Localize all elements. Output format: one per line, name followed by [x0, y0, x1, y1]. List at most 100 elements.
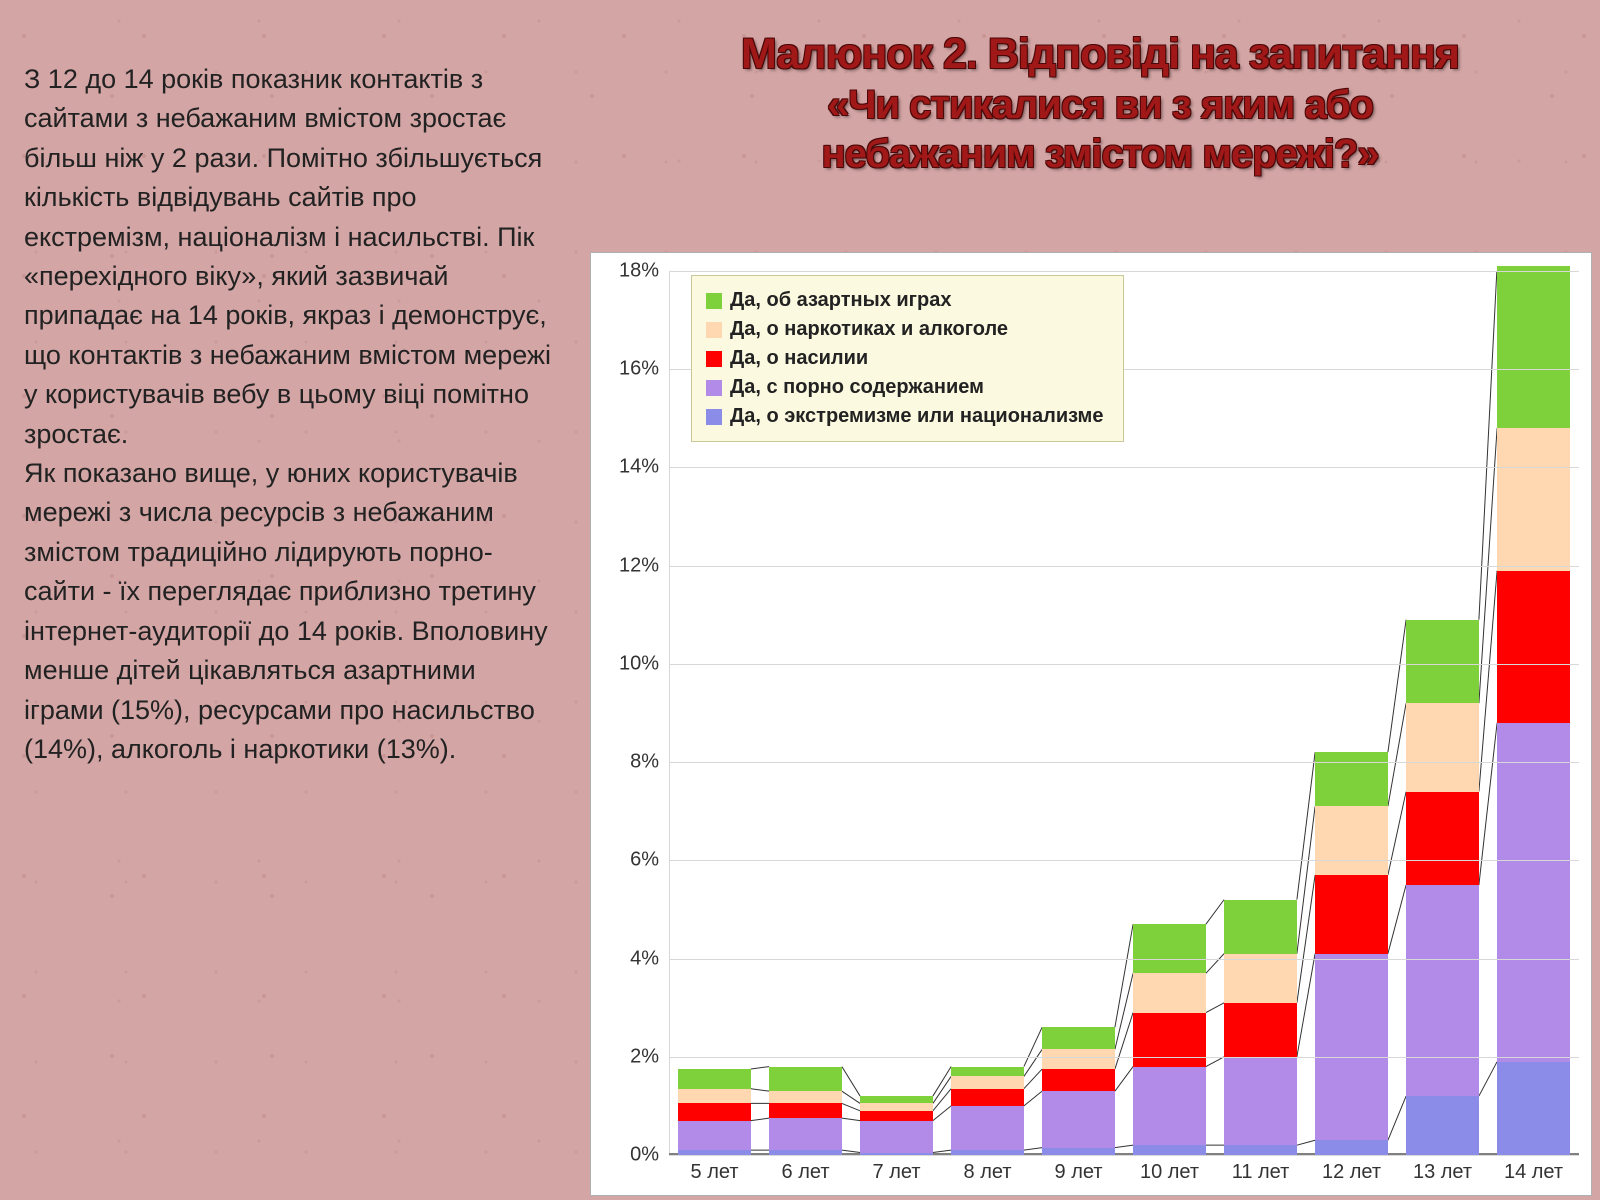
x-tick-label: 8 лет	[964, 1161, 1012, 1184]
bar-segment-drugs	[860, 1103, 933, 1110]
y-tick-label: 14%	[619, 456, 659, 479]
y-tick-label: 16%	[619, 358, 659, 381]
legend-swatch	[706, 380, 722, 396]
y-tick-label: 4%	[630, 947, 659, 970]
bar-segment-drugs	[951, 1076, 1024, 1088]
bar-segment-extremism	[1497, 1062, 1570, 1155]
y-tick-label: 18%	[619, 260, 659, 283]
x-tick-label: 6 лет	[782, 1161, 830, 1184]
bar-segment-drugs	[1042, 1049, 1115, 1069]
bar-segment-drugs	[678, 1089, 751, 1104]
y-tick-label: 0%	[630, 1144, 659, 1167]
gridline	[669, 959, 1579, 960]
bar-segment-drugs	[769, 1091, 842, 1103]
bar-segment-violence	[860, 1111, 933, 1121]
title-line-2: «Чи стикалися ви з яким або	[600, 83, 1600, 128]
bar-stack	[1315, 271, 1388, 1155]
chart-title: Малюнок 2. Відповіді на запитання «Чи ст…	[600, 30, 1600, 177]
legend-item-porn: Да, с порно содержанием	[706, 373, 1103, 402]
x-tick-label: 7 лет	[873, 1161, 921, 1184]
bar-stack	[1497, 271, 1570, 1155]
bar-segment-violence	[951, 1089, 1024, 1106]
legend-label: Да, о наркотиках и алкоголе	[730, 318, 1008, 341]
legend-swatch	[706, 293, 722, 309]
gridline	[669, 664, 1579, 665]
body-text: З 12 до 14 років показник контактів з са…	[24, 60, 554, 769]
x-tick-label: 5 лет	[691, 1161, 739, 1184]
bar-segment-gambling	[1406, 620, 1479, 703]
legend-swatch	[706, 409, 722, 425]
bar-segment-extremism	[1315, 1140, 1388, 1155]
bar-segment-extremism	[1406, 1096, 1479, 1155]
bar-segment-porn	[1406, 885, 1479, 1096]
bar-segment-gambling	[951, 1067, 1024, 1077]
bar-segment-porn	[678, 1121, 751, 1150]
legend-label: Да, о экстремизме или национализме	[730, 405, 1103, 428]
bar-segment-violence	[1042, 1069, 1115, 1091]
chart-panel: 0% 2% 4% 6% 8% 10% 12% 14% 16% 18% 5 лет 6 лет 7 лет…	[590, 252, 1592, 1196]
y-tick-label: 8%	[630, 751, 659, 774]
bar-segment-gambling	[1497, 266, 1570, 428]
bar-segment-porn	[769, 1118, 842, 1150]
gridline	[669, 271, 1579, 272]
gridline	[669, 1057, 1579, 1058]
bar-segment-violence	[678, 1103, 751, 1120]
bar-segment-drugs	[1315, 806, 1388, 875]
legend-item-gambling: Да, об азартных играх	[706, 286, 1103, 315]
bar-segment-gambling	[860, 1096, 933, 1103]
legend-label: Да, об азартных играх	[730, 289, 951, 312]
x-tick-label: 10 лет	[1140, 1161, 1199, 1184]
bar-segment-porn	[1042, 1091, 1115, 1147]
bar-segment-extremism	[1224, 1145, 1297, 1155]
gridline	[669, 1155, 1579, 1156]
bar-segment-porn	[1133, 1067, 1206, 1146]
bar-segment-gambling	[1224, 900, 1297, 954]
bar-segment-violence	[1224, 1003, 1297, 1057]
legend-label: Да, с порно содержанием	[730, 376, 984, 399]
bar-segment-porn	[1315, 954, 1388, 1141]
gridline	[669, 566, 1579, 567]
y-tick-label: 10%	[619, 652, 659, 675]
bar-segment-violence	[1406, 792, 1479, 885]
x-tick-label: 13 лет	[1413, 1161, 1472, 1184]
bar-stack	[1133, 271, 1206, 1155]
x-tick-label: 12 лет	[1322, 1161, 1381, 1184]
bar-segment-gambling	[1133, 924, 1206, 973]
bar-segment-violence	[1133, 1013, 1206, 1067]
bar-segment-porn	[1224, 1057, 1297, 1145]
legend-swatch	[706, 351, 722, 367]
legend-item-extremism: Да, о экстремизме или национализме	[706, 402, 1103, 431]
x-tick-label: 11 лет	[1232, 1161, 1290, 1184]
bar-segment-extremism	[1133, 1145, 1206, 1155]
bar-segment-drugs	[1224, 954, 1297, 1003]
y-tick-label: 12%	[619, 554, 659, 577]
gridline	[669, 467, 1579, 468]
legend: Да, об азартных играх Да, о наркотиках и …	[691, 275, 1124, 442]
bar-segment-drugs	[1133, 973, 1206, 1012]
bar-segment-extremism	[1042, 1148, 1115, 1155]
bar-segment-gambling	[769, 1067, 842, 1092]
bar-stack	[1406, 271, 1479, 1155]
legend-swatch	[706, 322, 722, 338]
bar-segment-violence	[769, 1103, 842, 1118]
gridline	[669, 860, 1579, 861]
bar-segment-drugs	[1406, 703, 1479, 791]
bar-segment-gambling	[1315, 752, 1388, 806]
legend-label: Да, о насилии	[730, 347, 868, 370]
title-line-1: Малюнок 2. Відповіді на запитання	[600, 30, 1600, 79]
bar-segment-gambling	[1042, 1027, 1115, 1049]
bar-segment-violence	[1497, 571, 1570, 723]
gridline	[669, 762, 1579, 763]
bar-segment-violence	[1315, 875, 1388, 954]
bar-segment-gambling	[678, 1069, 751, 1089]
legend-item-violence: Да, о насилии	[706, 344, 1103, 373]
x-tick-label: 14 лет	[1504, 1161, 1563, 1184]
bar-stack	[1224, 271, 1297, 1155]
legend-item-drugs: Да, о наркотиках и алкоголе	[706, 315, 1103, 344]
title-line-3: небажаним змістом мережі?»	[600, 132, 1600, 177]
y-tick-label: 2%	[630, 1045, 659, 1068]
x-tick-label: 9 лет	[1055, 1161, 1103, 1184]
y-tick-label: 6%	[630, 849, 659, 872]
bar-segment-porn	[1497, 723, 1570, 1062]
bar-segment-porn	[860, 1121, 933, 1153]
